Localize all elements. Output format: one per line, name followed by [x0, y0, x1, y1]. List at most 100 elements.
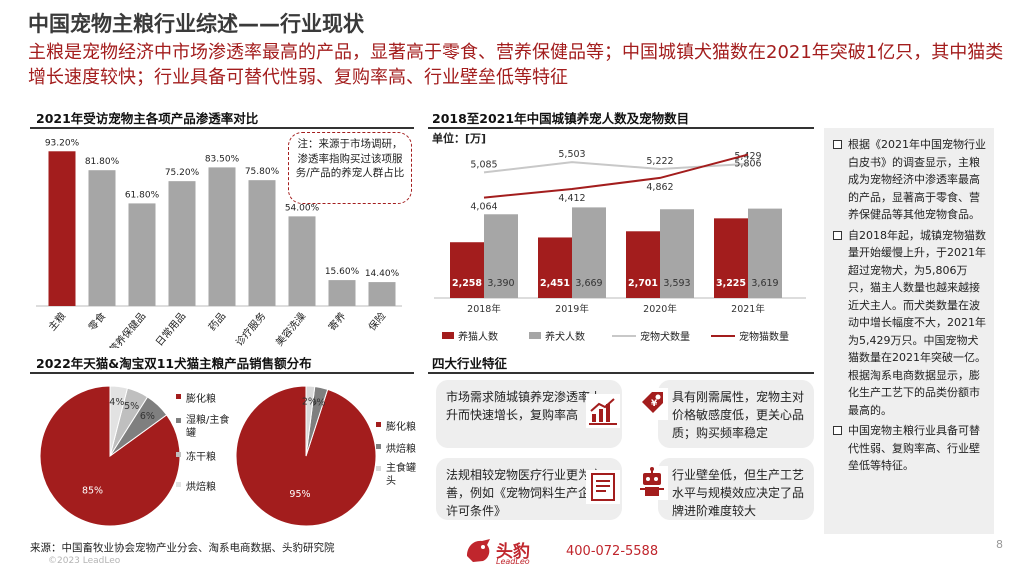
- bar: [248, 180, 276, 306]
- legend-label: 膨化粮: [386, 422, 416, 433]
- city-combo-chart: 2,258 3,390 2018年 2,451 3,669 2019年 2,701 3,593…: [434, 149, 806, 315]
- category-label: 2018年: [467, 303, 501, 315]
- cat-food-pie: 95% 3%2%: [235, 385, 377, 527]
- bar-value-label: 2,258: [452, 278, 482, 289]
- legend-line: [711, 335, 735, 337]
- feature-card-3: 法规相较宠物医疗行业更为完善，例如《宠物饲料生产企业许可条件》: [436, 458, 622, 520]
- page-subtitle: 主粮是宠物经济中市场渗透率最高的产品，显著高于零食、营养保健品等；中国城镇犬猫数…: [28, 42, 1004, 88]
- section-divider: [30, 372, 414, 374]
- bar-value-label: 75.80%: [245, 167, 280, 177]
- category-label: 诊疗服务: [233, 310, 269, 348]
- legend-item: 湿粮/主食罐: [176, 414, 236, 448]
- price-tag-icon: ¥: [636, 388, 668, 420]
- phone-number: 400-072-5588: [566, 544, 659, 559]
- bar-value-label: 61.80%: [125, 190, 160, 200]
- bar-value-label: 3,225: [716, 278, 746, 289]
- category-label: 2021年: [731, 303, 765, 315]
- pie-slice: [305, 385, 316, 457]
- bar-value-label: 75.20%: [165, 168, 200, 178]
- legend-dot: [376, 444, 381, 449]
- legend-label: 主食罐头: [386, 463, 416, 487]
- bar: [168, 181, 196, 306]
- legend-label: 膨化粮: [186, 394, 216, 405]
- bar: [538, 237, 572, 298]
- pie1-legend: 膨化粮 湿粮/主食罐 冻干粮 烘焙粮: [176, 390, 236, 502]
- pie-value-label: 95%: [289, 489, 310, 500]
- bar: [48, 151, 76, 306]
- legend-dot: [176, 394, 181, 399]
- bar-value-label: 81.80%: [85, 157, 120, 167]
- legend-item: 烘焙粮: [176, 478, 236, 502]
- legend-line: [612, 335, 636, 337]
- bar: [328, 280, 356, 306]
- brand-name-en: LeadLeo: [496, 557, 530, 566]
- bar: [748, 208, 782, 298]
- bar: [626, 231, 660, 298]
- bar-value-label: 2,701: [628, 278, 658, 289]
- bar: [88, 170, 116, 306]
- section-divider: [30, 127, 414, 129]
- legend-dot: [376, 466, 381, 471]
- legend-swatch: [529, 332, 541, 339]
- bar: [288, 216, 316, 306]
- legend-dot: [176, 452, 181, 457]
- bar: [572, 207, 606, 298]
- leadleo-logo-icon: [467, 539, 490, 562]
- pie-value-label: 3%: [310, 398, 325, 409]
- category-label: 主粮: [45, 310, 68, 334]
- legend-label: 养犬人数: [545, 332, 585, 343]
- category-label: 2020年: [643, 303, 677, 315]
- line-value-label: 5,085: [470, 159, 497, 170]
- line-value-label: 5,429: [734, 151, 761, 162]
- series-line: [483, 161, 749, 174]
- document-icon: [586, 470, 620, 504]
- bar: [128, 203, 156, 306]
- pie-value-label: 6%: [140, 411, 155, 422]
- bar: [450, 242, 484, 298]
- robot-icon: [636, 466, 668, 500]
- legend-item: 冻干粮: [176, 448, 236, 478]
- note-box: 注：来源于市场调研，渗透率指购买过该项服务/产品的养宠人群占比: [288, 132, 412, 204]
- category-label: 2019年: [555, 303, 589, 315]
- bar-value-label: 2,451: [540, 278, 570, 289]
- legend-item: 烘焙粮: [376, 440, 422, 462]
- bar: [660, 209, 694, 298]
- copyright: ©2023 LeadLeo: [48, 556, 121, 566]
- legend-label: 烘焙粮: [386, 444, 416, 455]
- bar-value-label: 3,619: [751, 278, 778, 289]
- bar-value-label: 15.60%: [325, 267, 360, 277]
- pie2-legend: 膨化粮 烘焙粮 主食罐头: [376, 418, 422, 492]
- line-value-label: 4,412: [558, 193, 585, 204]
- series-line: [483, 153, 749, 199]
- bar-value-label: 83.50%: [205, 154, 240, 164]
- category-label: 寄养: [325, 310, 348, 334]
- bar: [484, 214, 518, 298]
- page-title: 中国宠物主粮行业综述——行业现状: [28, 12, 364, 36]
- pie-value-label: 85%: [82, 485, 103, 496]
- bar-value-label: 3,593: [663, 278, 690, 289]
- line-value-label: 5,503: [558, 149, 585, 160]
- growth-chart-icon: [586, 394, 620, 428]
- line-value-label: 5,806: [734, 159, 761, 170]
- summary-item: 中国宠物主粮行业具备可替代性弱、复购率高、行业壁垒低等特征。: [832, 422, 986, 475]
- legend-dot: [376, 422, 381, 427]
- legend-item: 膨化粮: [376, 418, 422, 440]
- svg-text:¥: ¥: [651, 399, 658, 409]
- bar-value-label: 3,669: [575, 278, 602, 289]
- legend-dot: [176, 482, 181, 487]
- category-label: 保险: [365, 310, 388, 334]
- legend-label: 冻干粮: [186, 452, 216, 463]
- penetration-bar-chart: 93.20% 主粮 81.80% 零食 61.80% 营养保健品 75.20% 日常用品 83.…: [36, 138, 402, 348]
- pie-value-label: 2%: [302, 397, 317, 408]
- summary-item: 根据《2021年中国宠物行业白皮书》的调查显示，主粮成为宠物经济中渗透率最高的产…: [832, 136, 986, 224]
- combo-legend: 养猫人数 养犬人数 宠物犬数量 宠物猫数量: [436, 327, 816, 343]
- category-label: 营养保健品: [106, 310, 148, 348]
- legend-dot: [176, 418, 181, 423]
- legend-label: 宠物猫数量: [739, 332, 789, 343]
- legend-label: 宠物犬数量: [640, 332, 690, 343]
- source-note: 来源：中国畜牧业协会宠物产业分会、淘系电商数据、头豹研究院: [30, 542, 335, 554]
- city-chart-title: 2018至2021年中国城镇养宠人数及宠物数目: [432, 111, 690, 126]
- page-number: 8: [996, 538, 1003, 551]
- line-value-label: 4,862: [646, 182, 673, 193]
- summary-sidebar: 根据《2021年中国宠物行业白皮书》的调查显示，主粮成为宠物经济中渗透率最高的产…: [824, 128, 994, 534]
